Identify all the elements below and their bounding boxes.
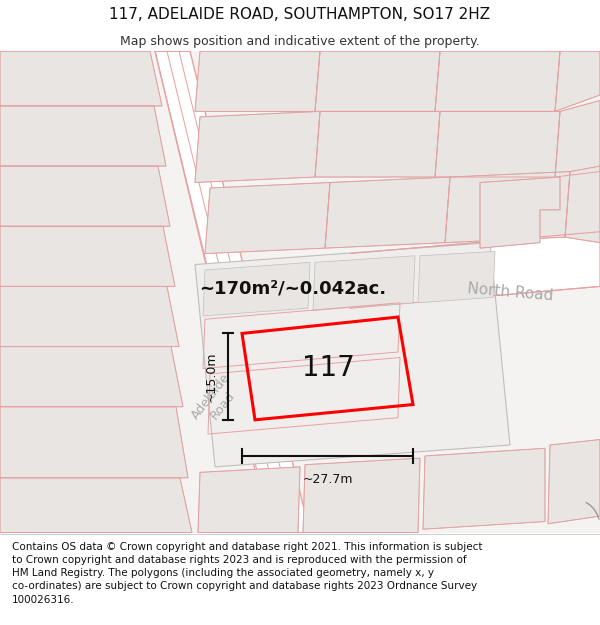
Polygon shape	[0, 166, 170, 226]
Text: ~27.7m: ~27.7m	[302, 474, 353, 486]
Polygon shape	[435, 111, 560, 177]
Polygon shape	[313, 256, 415, 311]
Polygon shape	[195, 51, 320, 111]
Polygon shape	[0, 286, 179, 346]
Polygon shape	[0, 51, 162, 106]
Polygon shape	[418, 251, 495, 302]
Polygon shape	[0, 478, 192, 532]
Polygon shape	[555, 101, 600, 177]
Text: 117, ADELAIDE ROAD, SOUTHAMPTON, SO17 2HZ: 117, ADELAIDE ROAD, SOUTHAMPTON, SO17 2H…	[109, 7, 491, 22]
Polygon shape	[198, 467, 300, 532]
Polygon shape	[0, 407, 188, 478]
Polygon shape	[548, 439, 600, 524]
Polygon shape	[315, 51, 440, 111]
Polygon shape	[423, 448, 545, 529]
Polygon shape	[0, 106, 166, 166]
Text: Adelaide
Road: Adelaide Road	[189, 371, 245, 431]
Polygon shape	[195, 242, 510, 467]
Polygon shape	[445, 171, 570, 242]
Polygon shape	[203, 262, 310, 316]
Polygon shape	[555, 51, 600, 111]
Polygon shape	[205, 182, 330, 254]
Polygon shape	[303, 458, 420, 532]
Polygon shape	[155, 51, 310, 532]
Polygon shape	[350, 232, 600, 308]
Text: North Road: North Road	[466, 281, 554, 303]
Polygon shape	[0, 346, 183, 407]
Text: Map shows position and indicative extent of the property.: Map shows position and indicative extent…	[120, 34, 480, 48]
Polygon shape	[325, 177, 450, 248]
Text: Contains OS data © Crown copyright and database right 2021. This information is : Contains OS data © Crown copyright and d…	[12, 542, 482, 604]
Text: 117: 117	[302, 354, 355, 382]
Polygon shape	[480, 177, 560, 248]
Polygon shape	[565, 166, 600, 242]
Polygon shape	[315, 111, 440, 177]
Text: ~170m²/~0.042ac.: ~170m²/~0.042ac.	[199, 279, 386, 298]
Polygon shape	[0, 51, 600, 532]
Polygon shape	[0, 226, 175, 286]
Polygon shape	[435, 51, 560, 111]
Polygon shape	[195, 111, 320, 182]
Text: ~15.0m: ~15.0m	[205, 351, 218, 402]
